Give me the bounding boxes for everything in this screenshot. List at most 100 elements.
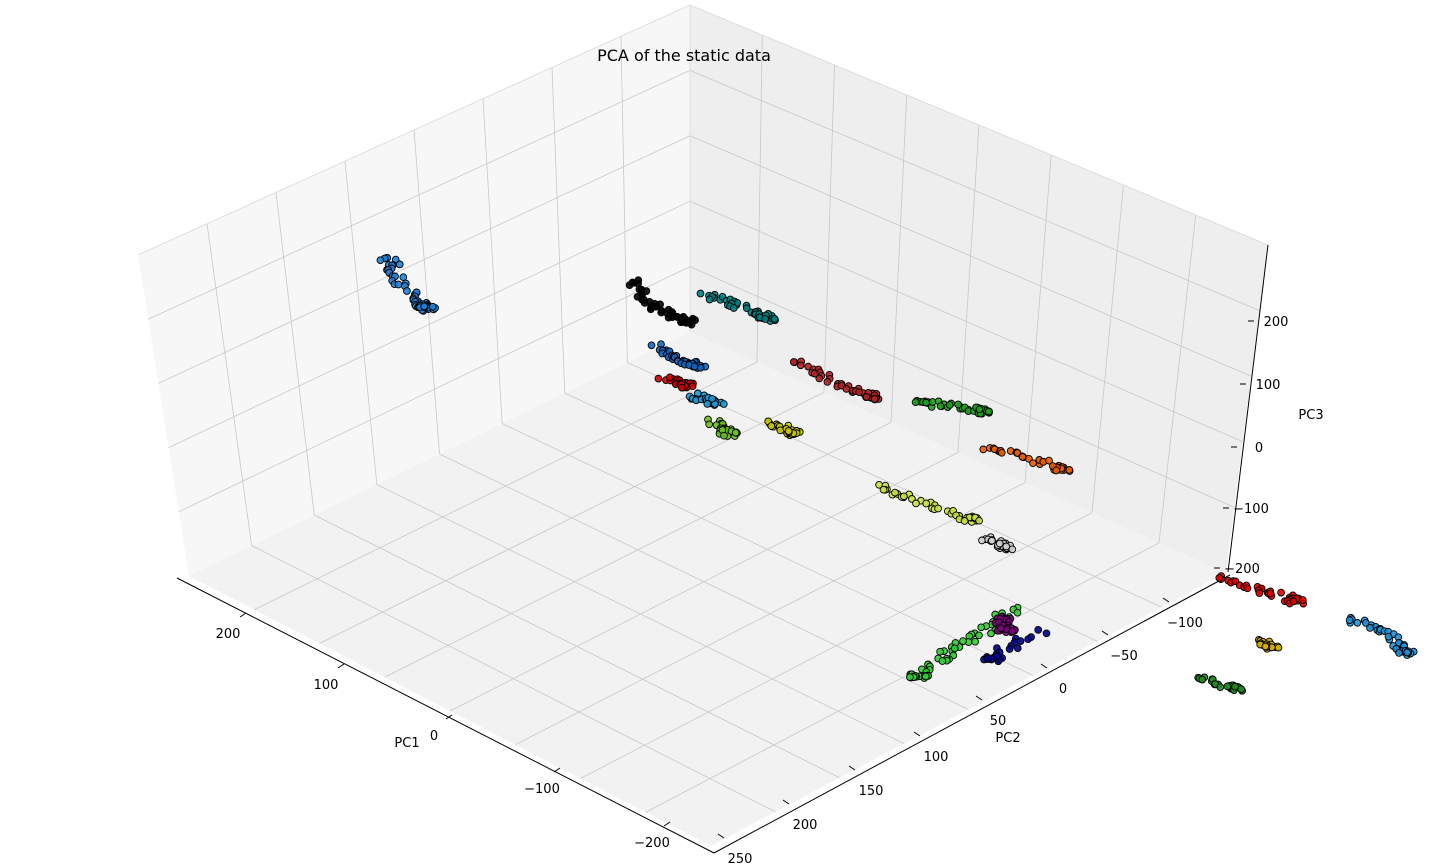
scatter-series — [1345, 613, 1418, 659]
scatter-series — [704, 415, 741, 440]
scatter-point — [696, 289, 705, 298]
scatter-point — [1065, 466, 1074, 474]
scatter-point — [399, 273, 408, 282]
x-tick-label: −100 — [524, 782, 560, 797]
scatter-point — [403, 287, 411, 295]
scatter-series — [764, 417, 804, 440]
scatter-point — [995, 539, 1004, 548]
y-axis-label: PC2 — [995, 731, 1020, 746]
scatter-point — [625, 281, 634, 289]
x-tick-label: −200 — [634, 836, 670, 851]
x-tick — [239, 612, 247, 618]
scatter-point — [1384, 632, 1393, 641]
right-wall-gridline — [957, 124, 980, 453]
y-axis-line — [713, 574, 1231, 854]
scatter-point — [770, 315, 779, 323]
scatter-point — [1008, 545, 1017, 554]
right-wall-gridline — [1158, 214, 1197, 543]
scatter-point — [950, 644, 959, 653]
scatter-series — [625, 276, 699, 329]
scatter-point — [677, 383, 686, 392]
scatter-point — [1261, 642, 1270, 651]
scatter-point — [1289, 597, 1298, 606]
scatter-point — [720, 431, 728, 440]
scatter-series — [376, 253, 439, 315]
chart-axes: 200 100 0 −100 −200 250 200 150 100 50 0 −50 −100 200… — [176, 244, 1289, 864]
right-wall-gridline — [689, 200, 1243, 443]
left-wall-gridline — [148, 70, 691, 320]
scatter-series — [1255, 636, 1283, 653]
y-tick-label: −100 — [1167, 616, 1203, 631]
scatter-point — [997, 448, 1006, 457]
scatter-series — [991, 612, 1019, 637]
scatter-point — [690, 362, 699, 371]
scatter-point — [796, 361, 805, 370]
scatter-point — [1403, 648, 1411, 657]
scatter-point — [767, 422, 776, 430]
floor-gridline — [580, 512, 1093, 779]
scatter-point — [879, 485, 888, 494]
floor-gridline — [564, 392, 1098, 642]
z-tick-label: 200 — [1264, 315, 1289, 330]
scatter-point — [1395, 649, 1403, 657]
x-tick — [553, 767, 561, 773]
y-tick — [848, 765, 856, 771]
scatter-point — [1345, 616, 1354, 625]
floor-gridline — [645, 542, 1160, 813]
right-wall-gridline — [890, 94, 908, 423]
scatter-point — [992, 652, 1001, 660]
scatter-point — [855, 388, 864, 397]
x-tick-label: 100 — [314, 678, 339, 693]
scatter-point — [971, 637, 979, 646]
scatter-series — [1215, 572, 1308, 608]
scatter-point — [815, 374, 824, 383]
left-wall-gridline — [344, 161, 378, 485]
y-tick-label: 150 — [859, 784, 884, 799]
scatter-point — [1216, 683, 1225, 692]
scatter-point — [1016, 637, 1025, 645]
x-axis-label: PC1 — [394, 736, 419, 751]
floor-gridline — [439, 453, 969, 710]
scatter-series — [979, 444, 1074, 475]
scatter-point — [731, 428, 740, 437]
scatter-point — [1024, 635, 1032, 644]
scatter-point — [934, 504, 942, 513]
scatter-point — [658, 307, 667, 316]
scatter-point — [1198, 675, 1207, 684]
scatter-point — [1013, 608, 1022, 617]
y-tick-label: 50 — [990, 714, 1007, 729]
right-wall-gridline — [689, 70, 1260, 311]
left-wall-gridline — [206, 223, 253, 546]
scatter-point — [428, 302, 437, 311]
scatter-point — [959, 637, 967, 645]
scatter-point — [997, 624, 1005, 632]
scatter-point — [1215, 574, 1224, 582]
scatter-point — [870, 395, 879, 403]
scatter-point — [1266, 589, 1275, 598]
scatter-point — [1029, 459, 1037, 468]
chart-gridlines — [137, 4, 1269, 813]
scatter-point — [891, 488, 899, 497]
floor-pane — [189, 332, 1226, 846]
z-tick-label: 100 — [1256, 378, 1281, 393]
scatter-series — [696, 289, 779, 325]
z-tick-label: −100 — [1233, 502, 1269, 517]
scatter-point — [977, 623, 986, 632]
scatter-point — [1018, 453, 1027, 461]
scatter-point — [979, 445, 988, 454]
scatter-point — [682, 318, 690, 327]
left-wall-gridline — [178, 266, 691, 513]
scatter-point — [640, 299, 649, 307]
chart-title: PCA of the static data — [597, 46, 771, 65]
y-tick — [1162, 597, 1170, 603]
scatter-series — [980, 626, 1051, 666]
scatter-series — [875, 480, 983, 526]
scatter-point — [1274, 643, 1283, 652]
scatter-point — [912, 499, 920, 508]
scatter-point — [1223, 682, 1232, 691]
scatter-series — [647, 340, 710, 372]
scatter-point — [911, 398, 920, 407]
scatter-point — [922, 499, 931, 508]
scatter-point — [742, 304, 751, 313]
scatter-point — [789, 358, 798, 366]
